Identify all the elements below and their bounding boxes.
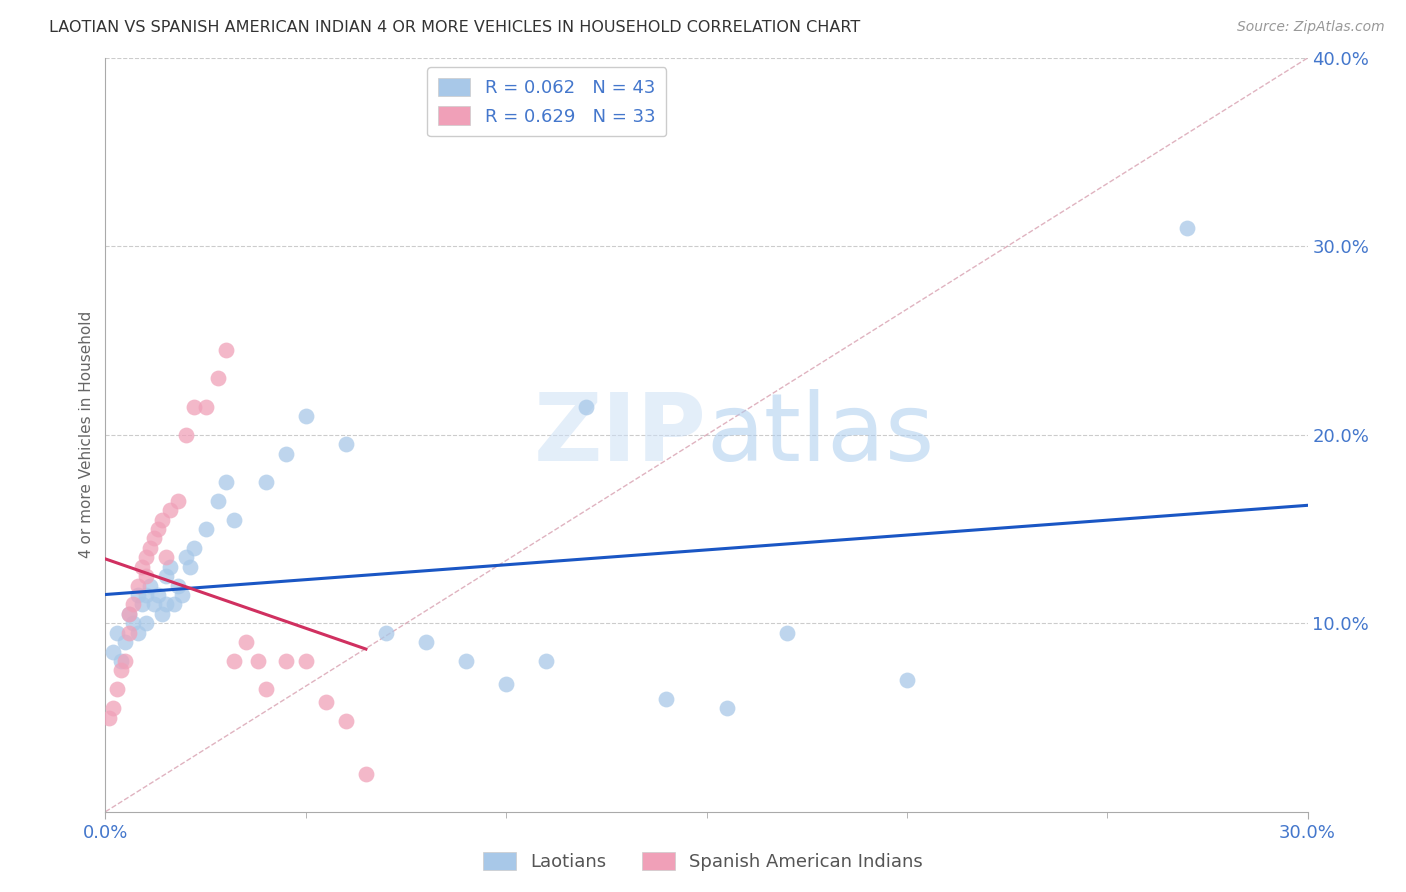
Point bbox=[155, 550, 177, 565]
Point bbox=[254, 475, 277, 489]
Point bbox=[207, 371, 229, 385]
Point bbox=[118, 607, 141, 621]
Point bbox=[174, 428, 197, 442]
Point bbox=[142, 598, 165, 612]
Y-axis label: 4 or more Vehicles in Household: 4 or more Vehicles in Household bbox=[79, 311, 94, 558]
Point bbox=[122, 616, 145, 631]
Point bbox=[274, 447, 297, 461]
Point bbox=[174, 550, 197, 565]
Point bbox=[110, 664, 132, 678]
Point bbox=[135, 616, 157, 631]
Point bbox=[103, 644, 125, 658]
Point bbox=[170, 588, 193, 602]
Point bbox=[118, 607, 141, 621]
Point bbox=[655, 691, 678, 706]
Point bbox=[374, 625, 398, 640]
Point bbox=[107, 682, 129, 697]
Point bbox=[207, 493, 229, 508]
Point bbox=[896, 673, 918, 687]
Point bbox=[114, 635, 136, 649]
Point bbox=[246, 654, 269, 668]
Point bbox=[162, 598, 184, 612]
Legend: Laotians, Spanish American Indians: Laotians, Spanish American Indians bbox=[475, 845, 931, 879]
Point bbox=[150, 513, 173, 527]
Point bbox=[415, 635, 437, 649]
Point bbox=[122, 598, 145, 612]
Point bbox=[222, 654, 245, 668]
Point bbox=[335, 437, 357, 451]
Point bbox=[110, 654, 132, 668]
Point bbox=[127, 588, 149, 602]
Point bbox=[194, 522, 217, 536]
Point bbox=[454, 654, 477, 668]
Point bbox=[214, 475, 236, 489]
Point bbox=[146, 522, 169, 536]
Point bbox=[166, 493, 188, 508]
Point bbox=[131, 598, 153, 612]
Point bbox=[235, 635, 257, 649]
Point bbox=[150, 607, 173, 621]
Text: atlas: atlas bbox=[707, 389, 935, 481]
Point bbox=[776, 625, 799, 640]
Point bbox=[495, 676, 517, 690]
Point bbox=[183, 541, 205, 555]
Text: Source: ZipAtlas.com: Source: ZipAtlas.com bbox=[1237, 20, 1385, 34]
Point bbox=[135, 550, 157, 565]
Text: ZIP: ZIP bbox=[534, 389, 707, 481]
Point bbox=[107, 625, 129, 640]
Point bbox=[138, 579, 160, 593]
Point bbox=[127, 579, 149, 593]
Point bbox=[716, 701, 738, 715]
Point bbox=[194, 400, 217, 414]
Point bbox=[295, 409, 318, 423]
Point bbox=[274, 654, 297, 668]
Point bbox=[335, 714, 357, 729]
Point bbox=[214, 343, 236, 357]
Point bbox=[534, 654, 557, 668]
Point bbox=[135, 588, 157, 602]
Point bbox=[183, 400, 205, 414]
Point bbox=[114, 654, 136, 668]
Point bbox=[131, 559, 153, 574]
Point bbox=[142, 532, 165, 546]
Point bbox=[155, 598, 177, 612]
Point bbox=[1177, 220, 1199, 235]
Point bbox=[315, 695, 337, 709]
Point bbox=[166, 579, 188, 593]
Point bbox=[135, 569, 157, 583]
Point bbox=[103, 701, 125, 715]
Point bbox=[118, 625, 141, 640]
Point bbox=[295, 654, 318, 668]
Point bbox=[354, 767, 377, 781]
Point bbox=[159, 559, 181, 574]
Legend: R = 0.062   N = 43, R = 0.629   N = 33: R = 0.062 N = 43, R = 0.629 N = 33 bbox=[427, 67, 666, 136]
Text: LAOTIAN VS SPANISH AMERICAN INDIAN 4 OR MORE VEHICLES IN HOUSEHOLD CORRELATION C: LAOTIAN VS SPANISH AMERICAN INDIAN 4 OR … bbox=[49, 20, 860, 35]
Point bbox=[575, 400, 598, 414]
Point bbox=[146, 588, 169, 602]
Point bbox=[254, 682, 277, 697]
Point bbox=[98, 710, 121, 724]
Point bbox=[222, 513, 245, 527]
Point bbox=[155, 569, 177, 583]
Point bbox=[127, 625, 149, 640]
Point bbox=[179, 559, 201, 574]
Point bbox=[159, 503, 181, 517]
Point bbox=[138, 541, 160, 555]
